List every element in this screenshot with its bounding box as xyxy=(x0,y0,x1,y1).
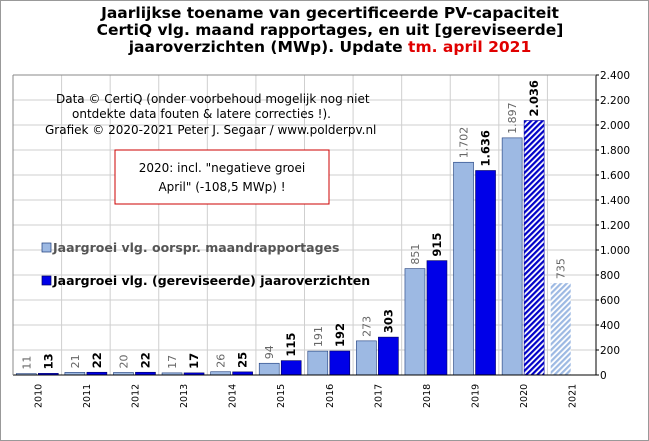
data-label-2018-jaaroverzicht: 915 xyxy=(430,233,444,257)
note-box: 2020: incl. "negatieve groei April" (-10… xyxy=(114,149,330,205)
y-tick-labels: 0 200 400 600 800 1.000 1.200 1.400 1.600 1.800 2.… xyxy=(600,70,630,382)
legend-label-series-2: Jaargroei vlg. (gereviseerde) jaaroverzi… xyxy=(52,273,370,288)
bar-2018-jaaroverzicht xyxy=(426,260,448,376)
y-tick-label: 2.400 xyxy=(600,70,630,82)
bar-2017-oorspr xyxy=(356,340,377,376)
y-tick-label: 1.600 xyxy=(600,170,630,182)
bar-2019-oorspr xyxy=(453,161,474,376)
x-tick-label: 2021 xyxy=(568,384,579,408)
data-label-2016-jaaroverzicht: 192 xyxy=(333,323,347,347)
axes xyxy=(12,74,599,376)
title-line-3: jaaroverzichten (MWp). Update tm. april … xyxy=(40,39,620,56)
x-tick-label: 2012 xyxy=(130,384,141,408)
legend-label-series-1: Jaargroei vlg. oorspr. maandrapportages xyxy=(52,240,339,255)
bar-2015-oorspr xyxy=(258,362,280,376)
y-tick-label: 1.400 xyxy=(600,195,630,207)
y-tick-label: 0 xyxy=(600,370,607,382)
data-label-2014-jaaroverzicht: 25 xyxy=(236,352,250,368)
data-labels: 11 13 21 22 20 22 17 17 26 25 94 115 191 192 273 303 851… xyxy=(20,80,567,370)
data-label-2011-oorspr: 21 xyxy=(69,354,82,368)
data-label-2010-jaaroverzicht: 13 xyxy=(41,353,55,369)
data-label-2020-jaaroverzicht: 2.036 xyxy=(527,80,541,116)
y-tick-label: 1.800 xyxy=(600,145,630,157)
data-label-2020-oorspr: 1.897 xyxy=(506,102,519,134)
legend: Jaargroei vlg. oorspr. maandrapportages … xyxy=(41,240,370,288)
bar-2015-jaaroverzicht xyxy=(280,360,302,376)
data-label-2012-oorspr: 20 xyxy=(117,355,130,369)
x-tick-label: 2011 xyxy=(82,384,93,408)
data-label-2019-jaaroverzicht: 1.636 xyxy=(479,130,493,166)
data-label-2012-jaaroverzicht: 22 xyxy=(138,352,152,368)
bar-2019-jaaroverzicht xyxy=(475,170,496,376)
data-label-2016-oorspr: 191 xyxy=(312,326,325,347)
note-line-1: 2020: incl. "negatieve groei xyxy=(139,161,305,175)
y-tick-label: 2.200 xyxy=(600,95,630,107)
data-label-2021-oorspr: 735 xyxy=(555,258,568,279)
source-line-2: ontdekte data fouten & latere correcties… xyxy=(72,107,331,121)
bar-2016-oorspr xyxy=(307,350,329,376)
source-line-3: Grafiek © 2020-2021 Peter J. Segaar / ww… xyxy=(45,123,376,137)
y-tick-label: 400 xyxy=(600,320,620,332)
data-label-2017-oorspr: 273 xyxy=(360,316,373,337)
x-tick-label: 2013 xyxy=(179,384,190,408)
x-tick-label: 2015 xyxy=(276,384,287,408)
bars xyxy=(15,120,571,376)
bar-2020-jaaroverzicht xyxy=(523,120,545,376)
y-tick-label: 200 xyxy=(600,345,620,357)
data-label-2015-jaaroverzicht: 115 xyxy=(284,333,298,357)
title-update-date: tm. april 2021 xyxy=(408,38,532,56)
data-label-2011-jaaroverzicht: 22 xyxy=(90,352,104,368)
data-label-2018-oorspr: 851 xyxy=(409,244,422,265)
y-tick-label: 800 xyxy=(600,270,620,282)
y-tick-label: 600 xyxy=(600,295,620,307)
bar-2020-oorspr xyxy=(501,137,523,376)
y-tick-label: 2.000 xyxy=(600,120,630,132)
data-label-2010-oorspr: 11 xyxy=(20,356,33,370)
title-line-2: CertiQ vlg. maand rapportages, en uit [g… xyxy=(96,21,564,39)
note-line-2: April" (-108,5 MWp) ! xyxy=(158,180,285,194)
data-label-2013-jaaroverzicht: 17 xyxy=(187,353,201,369)
x-tick-label: 2020 xyxy=(519,384,530,408)
data-label-2019-oorspr: 1.702 xyxy=(458,127,471,159)
title-line-1: Jaarlijkse toename van gecertificeerde P… xyxy=(101,4,559,22)
title-line-3-text: jaaroverzichten (MWp). Update xyxy=(128,38,403,56)
x-tick-label: 2017 xyxy=(373,384,384,408)
x-tick-label: 2014 xyxy=(228,384,239,408)
x-tick-label: 2016 xyxy=(325,384,336,408)
legend-swatch-series-2 xyxy=(41,275,52,286)
source-line-1: Data © CertiQ (onder voorbehoud mogelijk… xyxy=(56,92,370,106)
x-tick-label: 2019 xyxy=(471,384,482,408)
x-tick-labels: 2010 2011 2012 2013 2014 2015 2016 2017 2018 2019… xyxy=(33,384,578,408)
data-label-2014-oorspr: 26 xyxy=(215,354,228,368)
legend-swatch-series-1 xyxy=(41,242,52,253)
data-label-2013-oorspr: 17 xyxy=(166,355,179,369)
bar-2017-jaaroverzicht xyxy=(378,336,399,376)
bar-2016-jaaroverzicht xyxy=(329,350,351,376)
x-tick-label: 2018 xyxy=(422,384,433,408)
data-label-2017-jaaroverzicht: 303 xyxy=(381,309,395,333)
data-label-2015-oorspr: 94 xyxy=(263,345,276,359)
y-tick-label: 1.200 xyxy=(600,220,630,232)
note-box-border xyxy=(114,149,330,205)
x-tick-label: 2010 xyxy=(33,384,44,408)
bar-2021-oorspr xyxy=(550,283,571,375)
source-annotation: Data © CertiQ (onder voorbehoud mogelijk… xyxy=(45,92,376,137)
bar-2018-oorspr xyxy=(404,268,426,376)
y-tick-label: 1.000 xyxy=(600,245,630,257)
chart-title: Jaarlijkse toename van gecertificeerde P… xyxy=(40,5,620,56)
